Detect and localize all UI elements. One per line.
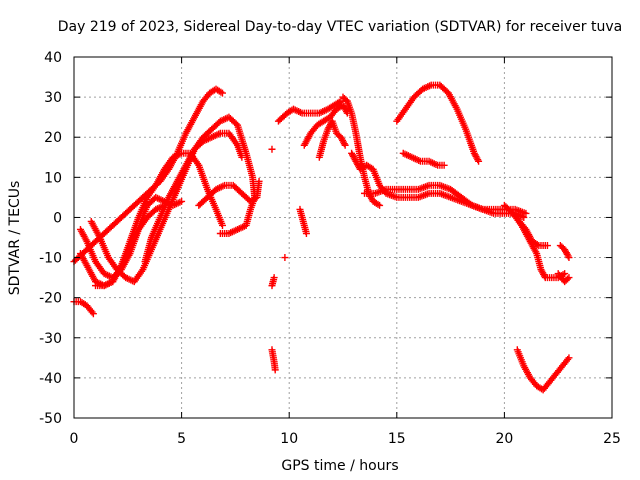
x-tick-label: 20 [495, 431, 513, 447]
data-point [565, 254, 573, 262]
x-tick-label: 0 [70, 431, 79, 447]
data-point [238, 153, 246, 161]
data-point [217, 88, 225, 96]
y-tick-label: -10 [39, 251, 62, 267]
series-arc-27 [513, 346, 573, 394]
data-point [302, 229, 310, 237]
y-tick-label: -20 [39, 291, 62, 307]
data-point [564, 275, 572, 283]
data-point [374, 200, 382, 208]
x-tick-label: 5 [177, 431, 186, 447]
y-tick-label: 40 [44, 50, 62, 66]
series-arc-13 [281, 254, 289, 262]
series-arc-22 [399, 149, 448, 169]
y-tick-label: 0 [53, 210, 62, 226]
data-point [281, 254, 289, 262]
chart-title: Day 219 of 2023, Sidereal Day-to-day VTE… [58, 19, 622, 35]
data-point [475, 157, 483, 165]
y-tick-label: 20 [44, 130, 62, 146]
data-point [376, 201, 384, 209]
series-arc-14 [296, 205, 310, 237]
data-point [218, 221, 226, 229]
y-tick-label: -30 [39, 331, 62, 347]
plot-frame [73, 56, 613, 419]
series-arc-24 [515, 217, 551, 250]
data-point [474, 156, 482, 164]
x-tick-label: 10 [280, 431, 298, 447]
series-arc-26 [556, 242, 573, 262]
x-tick-label: 25 [603, 431, 621, 447]
series-arc-20 [361, 181, 530, 217]
data-point [533, 241, 541, 249]
y-tick-label: -40 [39, 371, 62, 387]
series-arc-25 [554, 270, 573, 286]
data-point [522, 209, 530, 217]
data-point [268, 145, 276, 153]
y-tick-label: 10 [44, 170, 62, 186]
data-point [440, 161, 448, 169]
y-tick-label: 30 [44, 90, 62, 106]
data-point [270, 274, 278, 282]
series-arc-5 [92, 149, 226, 290]
data-point [341, 141, 349, 149]
data-point [251, 193, 259, 201]
data-point [340, 140, 348, 148]
series-arc-15 [274, 97, 345, 125]
data-point [564, 355, 572, 363]
data-point [255, 177, 263, 185]
data-point [89, 310, 97, 318]
series-arc-17 [315, 117, 349, 161]
series-arc-21 [393, 81, 483, 165]
y-tick-label: -50 [39, 411, 62, 427]
data-point [564, 252, 572, 260]
data-point [218, 89, 226, 97]
series-arc-16 [300, 101, 351, 149]
data-point [565, 274, 573, 282]
series-arc-6 [141, 129, 246, 266]
series-arc-10 [268, 346, 279, 374]
series-arc-11 [268, 274, 278, 290]
x-tick-labels: 0 5 10 15 20 25 [70, 431, 621, 447]
data-point [178, 197, 186, 205]
data-point [88, 308, 96, 316]
axis-ticks [73, 56, 613, 419]
data-points [70, 81, 573, 394]
series-arc-8 [216, 193, 259, 237]
series-arc-7 [195, 177, 263, 209]
y-tick-labels: -50 -40 -30 -20 -10 0 10 20 30 40 [39, 50, 62, 427]
data-point [271, 366, 279, 374]
data-point [543, 242, 551, 250]
x-tick-label: 15 [388, 431, 406, 447]
data-point [561, 270, 569, 278]
y-axis-label: SDTVAR / TECUs [7, 181, 23, 296]
x-axis-label: GPS time / hours [281, 458, 398, 474]
data-point [565, 354, 573, 362]
series-arc-12 [268, 145, 276, 153]
